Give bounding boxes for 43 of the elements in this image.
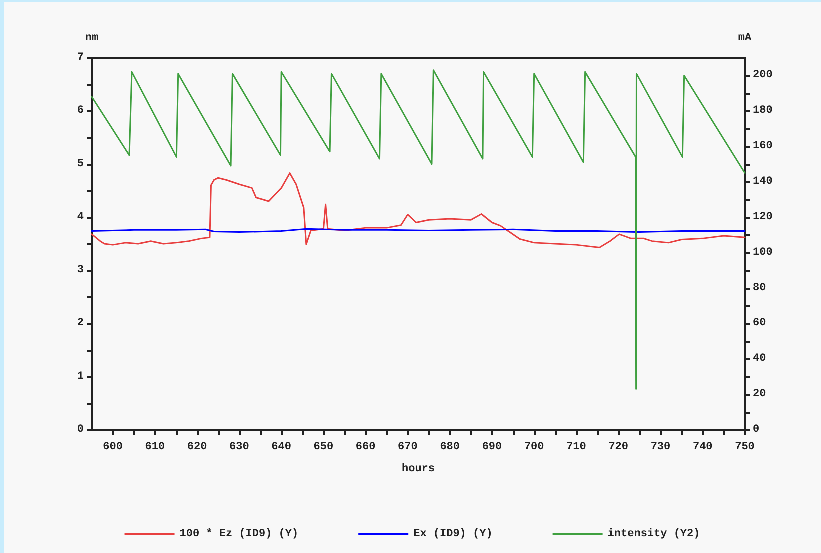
y2-tick-label: 140	[753, 176, 773, 188]
x-tick-label: 630	[230, 442, 250, 454]
y2-tick-label: 180	[753, 105, 773, 118]
x-tick-label: 650	[314, 442, 334, 454]
x-tick-label: 600	[103, 442, 123, 454]
y2-tick-label: 200	[753, 70, 773, 82]
y-tick-label: 0	[77, 424, 84, 436]
y-tick-label: 4	[77, 211, 84, 224]
line-series	[91, 172, 746, 248]
x-axis-title: hours	[402, 464, 436, 476]
x-tick-label: 700	[524, 442, 544, 454]
x-tick-label: 720	[608, 442, 629, 454]
y2-tick-label: 160	[753, 140, 773, 153]
x-tick-label: 710	[566, 442, 586, 454]
x-tick-label: 610	[145, 442, 166, 454]
y-axis-title: nm	[85, 32, 99, 44]
y2-axis-title: mA	[738, 32, 752, 44]
y-tick-label: 3	[77, 264, 84, 277]
x-tick-label: 620	[187, 442, 208, 454]
y-tick-label: 2	[77, 318, 84, 330]
legend-label: Ex (ID9) (Y)	[414, 528, 493, 540]
x-tick-label: 730	[650, 442, 671, 454]
legend-label: 100 * Ez (ID9) (Y)	[180, 528, 299, 540]
x-tick-label: 670	[398, 442, 418, 454]
legend-label: intensity (Y2)	[608, 528, 700, 540]
y2-tick-label: 80	[753, 282, 766, 294]
y2-tick-label: 40	[753, 353, 766, 366]
y-tick-label: 5	[77, 158, 84, 170]
x-tick-label: 750	[735, 442, 755, 454]
y2-tick-label: 120	[753, 211, 773, 224]
y-tick-label: 6	[77, 105, 84, 118]
y-tick-label: 1	[77, 370, 84, 383]
x-tick-label: 680	[440, 442, 460, 454]
y-tick-label: 7	[77, 52, 84, 64]
x-tick-label: 660	[356, 442, 376, 454]
y2-tick-label: 100	[753, 246, 773, 259]
y2-tick-label: 60	[753, 318, 766, 330]
x-tick-label: 640	[272, 442, 292, 454]
x-tick-label: 740	[692, 442, 713, 454]
y2-tick-label: 20	[753, 388, 766, 401]
y2-tick-label: 0	[753, 424, 760, 436]
x-tick-label: 690	[482, 442, 502, 454]
line-series	[91, 70, 746, 390]
